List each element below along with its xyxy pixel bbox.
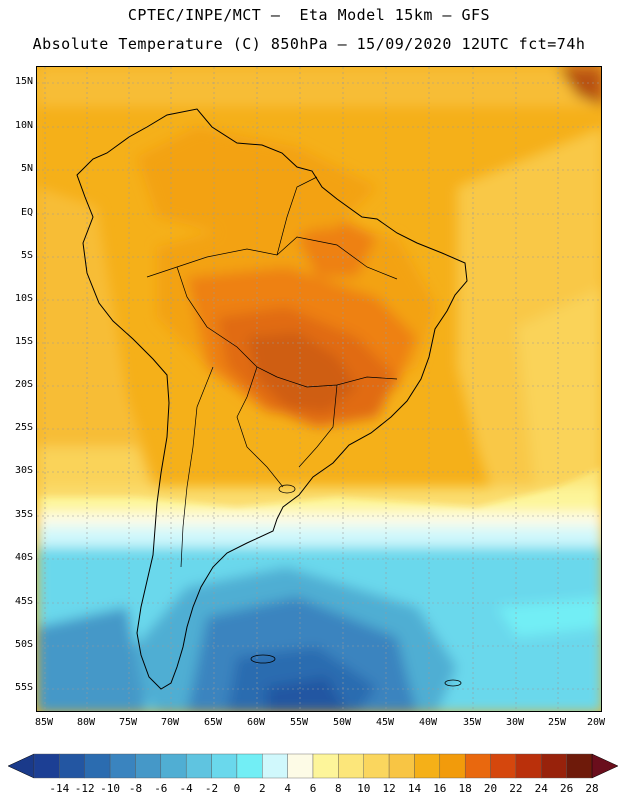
colorbar-tick-label: -8: [128, 782, 143, 795]
lon-label-20w: 20W: [586, 717, 606, 728]
lat-label-10s: 10S: [14, 293, 33, 304]
lon-label-35w: 35W: [462, 717, 482, 728]
lon-label-75w: 75W: [118, 717, 138, 728]
colorbar-swatch: [236, 753, 263, 779]
colorbar: [8, 753, 618, 779]
colorbar-swatch: [414, 753, 441, 779]
colorbar-tick-label: 22: [509, 782, 523, 795]
lat-label-50s: 50S: [14, 639, 33, 650]
colorbar-tick-label: 28: [585, 782, 599, 795]
colorbar-tick-label: 4: [284, 782, 291, 795]
lat-label-45s: 45S: [14, 596, 33, 607]
colorbar-tick-label: 16: [433, 782, 447, 795]
lat-label-15n: 15N: [14, 76, 33, 87]
colorbar-tick-label: -4: [179, 782, 193, 795]
colorbar-tick-label: 6: [309, 782, 317, 795]
lon-label-80w: 80W: [76, 717, 96, 728]
lat-label-10n: 10N: [14, 120, 33, 131]
colorbar-swatch: [515, 753, 542, 779]
colorbar-swatch: [211, 753, 238, 779]
colorbar-under-arrow: [8, 753, 35, 779]
colorbar-swatch: [287, 753, 314, 779]
colorbar-swatch: [541, 753, 567, 779]
colorbar-swatch: [59, 753, 85, 779]
colorbar-tick-label: 26: [560, 782, 574, 795]
south-america-coastline: [76, 108, 468, 690]
colorbar-tick-label: 12: [382, 782, 396, 795]
colorbar-over-arrow: [591, 753, 618, 779]
colorbar-swatch: [160, 753, 187, 779]
colorbar-tick-label: 8: [335, 782, 342, 795]
lon-label-40w: 40W: [418, 717, 438, 728]
lat-label-15s: 15S: [14, 336, 33, 347]
map-subtitle: Absolute Temperature (C) 850hPa – 15/09/…: [32, 35, 586, 53]
colorbar-swatch: [312, 753, 339, 779]
lon-label-65w: 65W: [203, 717, 223, 728]
island-outline: [278, 484, 296, 494]
colorbar-swatch: [135, 753, 162, 779]
colorbar-swatch: [185, 753, 212, 779]
colorbar-tick-label: 20: [483, 782, 498, 795]
colorbar-tick-label: 24: [534, 782, 548, 795]
lat-label-55s: 55S: [14, 682, 33, 693]
colorbar-swatch: [109, 753, 136, 779]
lon-label-70w: 70W: [160, 717, 180, 728]
lat-label-5n: 5N: [20, 163, 33, 174]
lat-label-20s: 20S: [14, 379, 33, 390]
lon-label-60w: 60W: [246, 717, 266, 728]
map-title: CPTEC/INPE/MCT – Eta Model 15km – GFS: [127, 6, 491, 24]
colorbar-swatch: [338, 753, 364, 779]
colorbar-swatch: [84, 753, 111, 779]
colorbar-swatch: [490, 753, 517, 779]
colorbar-tick-label: -14: [49, 782, 70, 795]
lat-label-eq: EQ: [20, 207, 33, 218]
colorbar-swatch: [262, 753, 288, 779]
falklands-outline: [250, 654, 276, 664]
colorbar-swatch: [566, 753, 593, 779]
colorbar-swatch: [439, 753, 466, 779]
colorbar-tick-label: 0: [233, 782, 241, 795]
lat-label-40s: 40S: [14, 552, 33, 563]
colorbar-tick-label: -2: [204, 782, 219, 795]
lon-label-25w: 25W: [547, 717, 567, 728]
colorbar-tick-label: 18: [458, 782, 472, 795]
colorbar-swatch: [464, 753, 491, 779]
colorbar-swatch: [33, 753, 60, 779]
country-borders: [146, 176, 398, 568]
lat-label-35s: 35S: [14, 509, 33, 520]
lat-label-5s: 5S: [20, 250, 33, 261]
map-svg: [37, 67, 601, 711]
colorbar-tick-label: 14: [407, 782, 422, 795]
colorbar-tick-label: -10: [100, 782, 121, 795]
colorbar-swatch: [388, 753, 415, 779]
colorbar-tick-label: -12: [74, 782, 95, 795]
lon-label-30w: 30W: [505, 717, 525, 728]
colorbar-tick-label: 10: [357, 782, 371, 795]
lon-label-85w: 85W: [34, 717, 54, 728]
lon-label-50w: 50W: [332, 717, 352, 728]
south-georgia-outline: [444, 679, 462, 687]
grid-lines: [37, 67, 601, 711]
lon-label-45w: 45W: [375, 717, 395, 728]
lon-label-55w: 55W: [289, 717, 309, 728]
lat-label-30s: 30S: [14, 465, 33, 476]
colorbar-tick-label: 2: [258, 782, 266, 795]
temperature-map: [36, 66, 602, 712]
colorbar-swatch: [363, 753, 390, 779]
lat-label-25s: 25S: [14, 422, 33, 433]
colorbar-tick-label: -6: [154, 782, 168, 795]
